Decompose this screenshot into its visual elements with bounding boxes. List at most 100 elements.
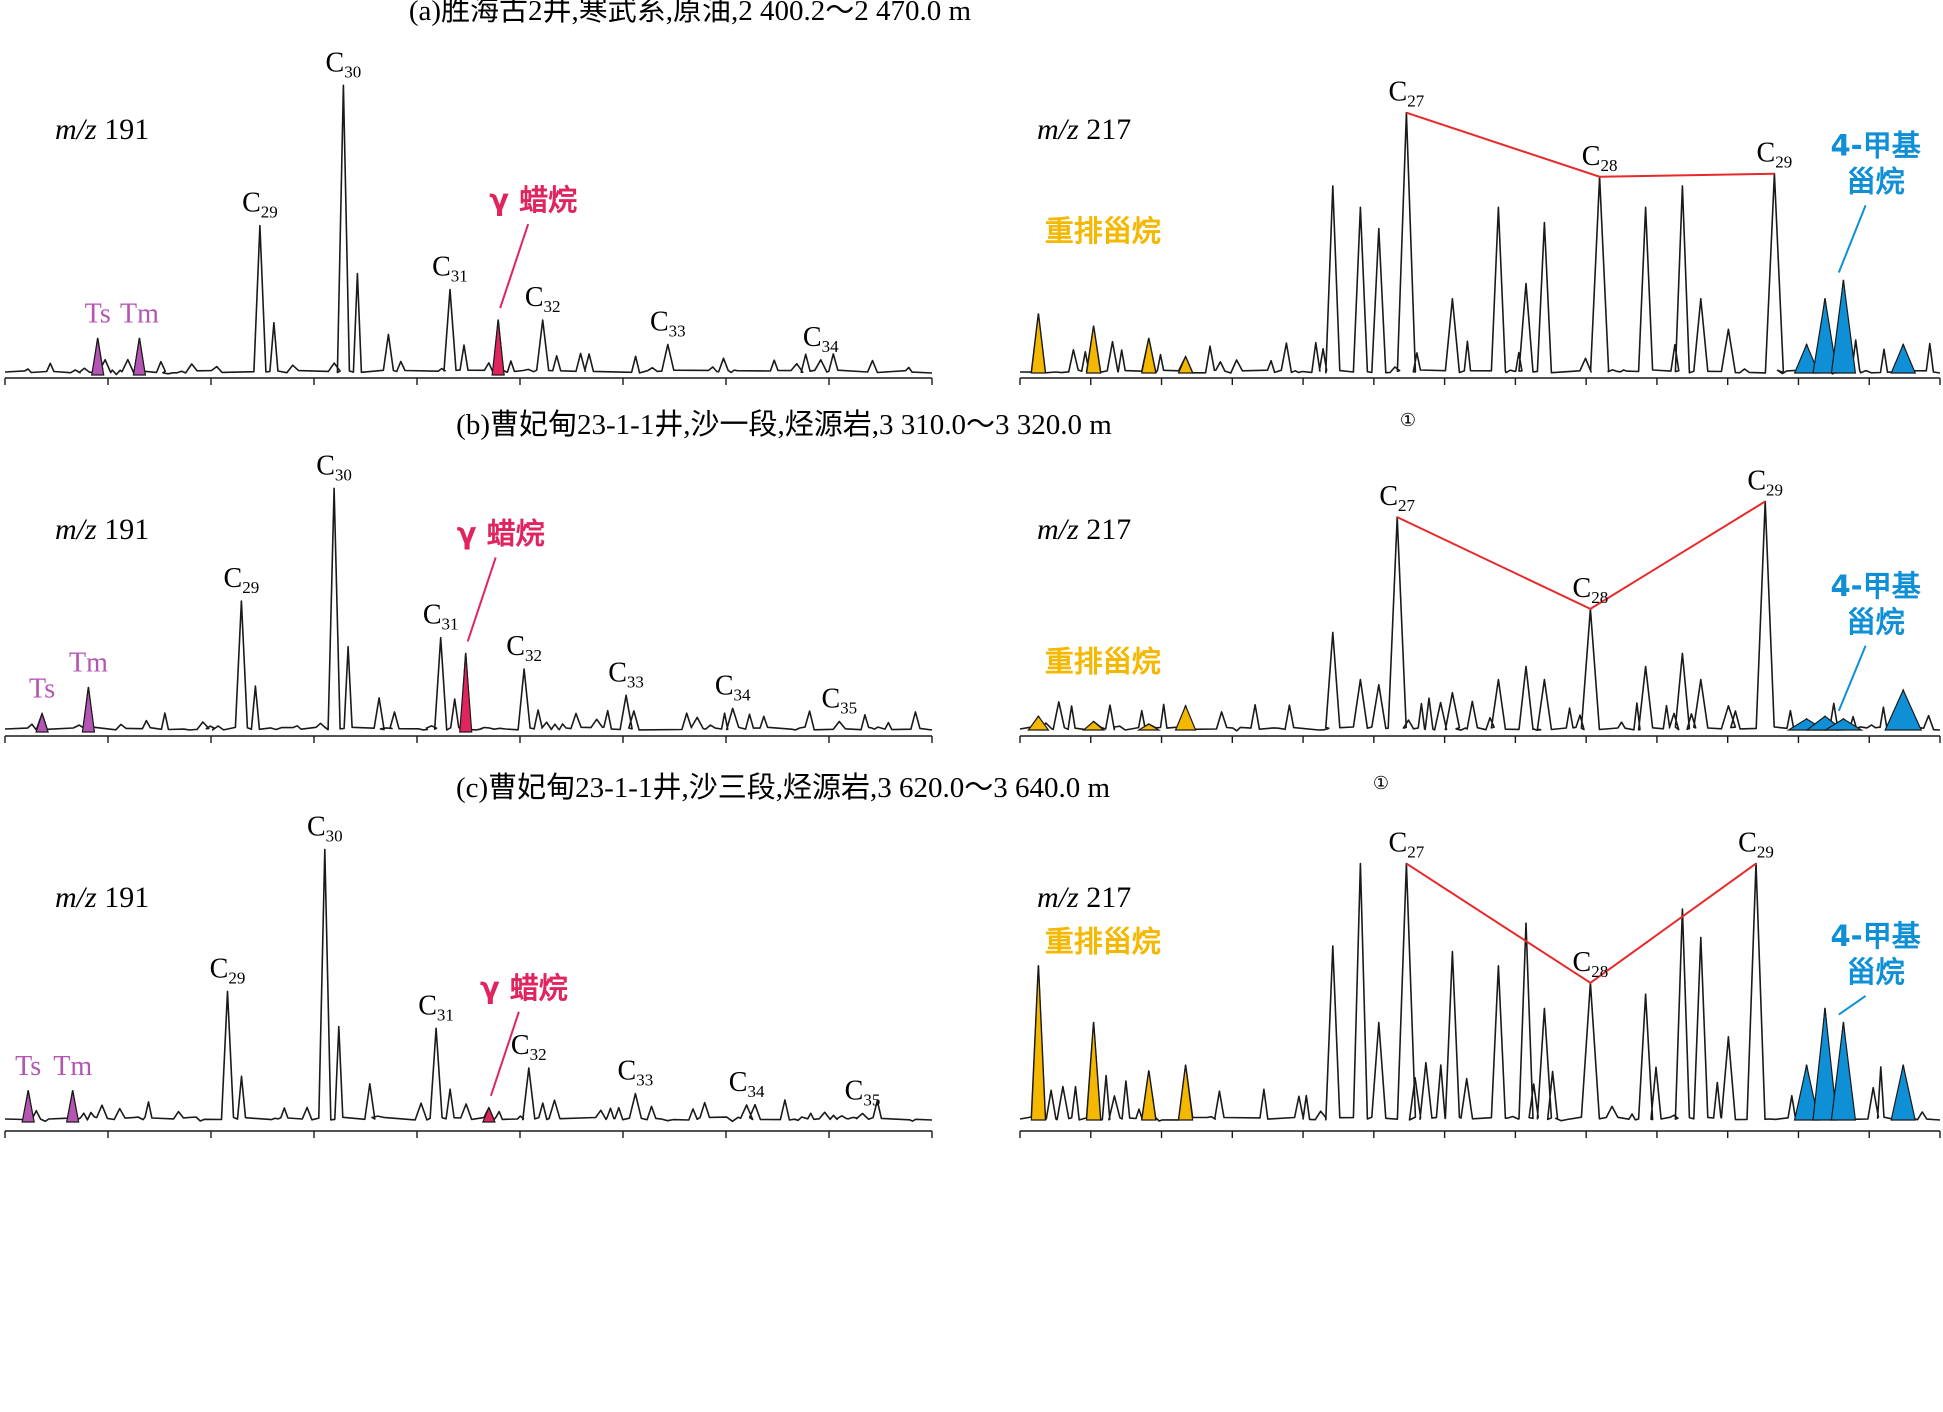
ion-label: m/z 217: [1037, 113, 1131, 146]
panel-b: (b)曹妃甸23-1-1井,沙一段,烃源岩,3 310.0～3 320.0 m ①…: [4, 408, 1941, 743]
diasterane-peak: [1030, 313, 1047, 374]
gammacerane-leader: [499, 223, 530, 309]
peak-label-c28: C28: [1573, 573, 1609, 607]
m-z-191-chart: m/z 191 Ts Tm C29 C30 C31 γ 蜡烷 C32 C33 C34: [4, 47, 933, 385]
peak-label-c29: C29: [1747, 465, 1783, 499]
peak-label-c33: C33: [608, 657, 644, 691]
filled-peak: [21, 1090, 35, 1123]
c27-c28-c29-line: [1405, 862, 1757, 985]
panel-title: (c)曹妃甸23-1-1井,沙三段,烃源岩,3 620.0～3 640.0 m: [456, 771, 1111, 804]
methyl-sterane-peak: [1830, 1022, 1857, 1121]
c27-c28-c29-line: [1406, 111, 1775, 178]
methyl-sterane-peak: [1830, 280, 1857, 374]
peak-label-c31: C31: [432, 252, 468, 286]
diasterane-peak: [1030, 965, 1047, 1121]
methyl-sterane-peak: [1793, 1065, 1820, 1121]
filled-peak: [481, 1106, 496, 1123]
peak-label-c29: C29: [210, 953, 246, 987]
chromatogram-trace: [4, 84, 933, 376]
peak-label-c30: C30: [326, 47, 362, 81]
peak-label-c31: C31: [418, 990, 454, 1024]
peak-label-tm: Tm: [69, 647, 108, 678]
diasterane-label: 重排甾烷: [1045, 214, 1161, 248]
peak-label-ts: Ts: [29, 674, 55, 705]
filled-peak: [65, 1090, 80, 1123]
methyl-sterane-peak: [1793, 342, 1820, 374]
m-z-191-chart: m/z 191 Ts Tm C29 C30 C31 γ 蜡烷 C32 C33 C34 C35: [4, 811, 933, 1138]
peak-label-c27: C27: [1389, 77, 1425, 111]
filled-peak: [35, 711, 49, 733]
ion-label: m/z 217: [1037, 513, 1131, 546]
peak-label-c28: C28: [1582, 141, 1618, 175]
methyl-sterane-label: 4-甲基: [1830, 569, 1921, 603]
methyl-sterane-peak: [1890, 342, 1917, 374]
peak-label-tm: Tm: [53, 1051, 92, 1082]
filled-peak: [90, 338, 105, 376]
diasterane-peak: [1027, 715, 1050, 731]
methyl-sterane-label: 4-甲基: [1830, 919, 1921, 953]
ion-label: m/z 191: [55, 881, 149, 914]
ion-label: m/z 191: [55, 113, 149, 146]
peak-label-c32: C32: [506, 631, 542, 665]
diasterane-peak: [1177, 1065, 1194, 1121]
ion-label: m/z 191: [55, 513, 149, 546]
gammacerane-leader: [489, 1011, 520, 1097]
methyl-sterane-peak: [1812, 298, 1838, 374]
diasterane-peak: [1141, 338, 1157, 374]
methyl-sterane-label: 甾烷: [1847, 955, 1905, 989]
peak-label-ts: Ts: [15, 1051, 41, 1082]
peak-label-c30: C30: [316, 450, 352, 484]
peak-label-c31: C31: [423, 600, 459, 634]
peak-label-c32: C32: [511, 1030, 547, 1064]
methyl-sterane-leader: [1838, 995, 1867, 1016]
m-z-191-chart: m/z 191 Ts Tm C29 C30 C31 γ 蜡烷 C32 C33 C34 C35: [4, 450, 933, 743]
peak-label-c29: C29: [242, 188, 278, 222]
diasterane-peak: [1085, 326, 1102, 374]
diasterane-label: 重排甾烷: [1045, 645, 1161, 679]
peak-label-c32: C32: [525, 282, 561, 316]
methyl-sterane-peak: [1823, 718, 1864, 731]
filled-peak: [132, 338, 147, 376]
filled-peak: [491, 320, 505, 376]
chromatogram-trace: [4, 848, 933, 1123]
chromatogram-trace: [1019, 500, 1941, 732]
diasterane-peak: [1081, 720, 1106, 731]
peak-label-c35: C35: [821, 684, 857, 718]
filled-peak: [81, 687, 96, 733]
gammacerane-label: γ 蜡烷: [480, 971, 568, 1005]
ion-label: m/z 217: [1037, 881, 1131, 914]
chromatogram-trace: [4, 487, 933, 731]
methyl-sterane-label: 甾烷: [1847, 164, 1905, 198]
footnote-mark: ①: [1373, 773, 1389, 794]
diasterane-label: 重排甾烷: [1045, 925, 1161, 959]
peak-label-c29: C29: [1757, 138, 1793, 172]
peak-label-ts: Ts: [85, 298, 111, 329]
diasterane-peak: [1177, 355, 1194, 374]
methyl-sterane-leader: [1837, 205, 1867, 273]
peak-label-c29: C29: [224, 563, 260, 597]
panel-title: (b)曹妃甸23-1-1井,沙一段,烃源岩,3 310.0～3 320.0 m: [456, 408, 1112, 441]
chromatogram-trace: [1019, 862, 1941, 1122]
gammacerane-label: γ 蜡烷: [457, 516, 545, 550]
panel-c: (c)曹妃甸23-1-1井,沙三段,烃源岩,3 620.0～3 640.0 m ①…: [4, 771, 1941, 1138]
methyl-sterane-peak: [1884, 688, 1923, 731]
peak-label-c33: C33: [618, 1056, 654, 1090]
diasterane-peak: [1136, 723, 1162, 731]
peak-label-c33: C33: [650, 307, 686, 341]
diasterane-peak: [1141, 1070, 1157, 1121]
methyl-sterane-leader: [1837, 645, 1867, 712]
methyl-sterane-peak: [1812, 1008, 1838, 1121]
c27-c28-c29-line: [1396, 500, 1766, 610]
peak-label-c29: C29: [1738, 828, 1774, 862]
diasterane-peak: [1085, 1022, 1102, 1121]
peak-label-c27: C27: [1389, 828, 1425, 862]
methyl-sterane-peak: [1890, 1065, 1916, 1121]
peak-label-c27: C27: [1379, 481, 1415, 515]
peak-label-c28: C28: [1573, 947, 1609, 981]
panel-a: (a)胜海古2井,寒武系,原油,2 400.2～2 470.0 m m/z 191…: [4, 0, 1941, 385]
gammacerane-label: γ 蜡烷: [489, 183, 577, 217]
